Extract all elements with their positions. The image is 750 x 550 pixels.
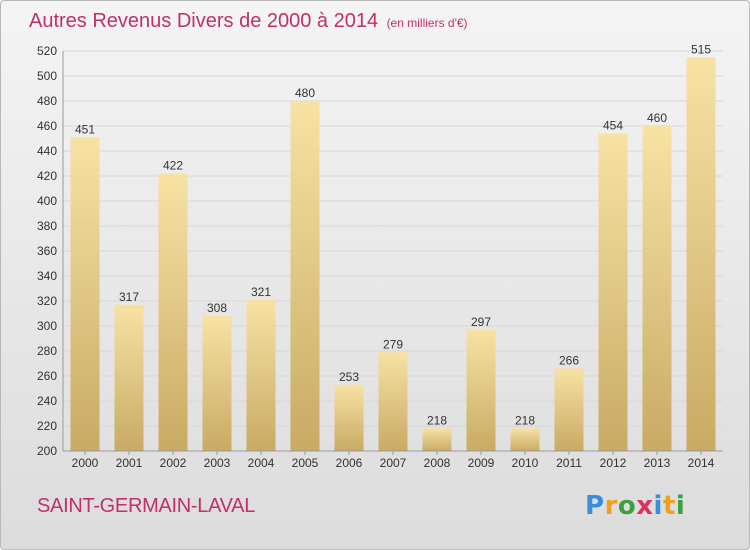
x-tick-label: 2006 xyxy=(336,456,363,470)
brand-letter: i xyxy=(653,491,663,521)
bar xyxy=(466,329,496,451)
brand-letter: P xyxy=(585,491,605,521)
bar xyxy=(510,428,540,451)
x-tick-label: 2005 xyxy=(292,456,319,470)
chart-title: Autres Revenus Divers de 2000 à 2014 (en… xyxy=(29,10,468,33)
x-tick-label: 2004 xyxy=(248,456,275,470)
commune-name: SAINT-GERMAIN-LAVAL xyxy=(37,495,256,517)
y-tick-label: 340 xyxy=(37,269,57,283)
bar xyxy=(334,384,364,451)
x-tick-label: 2002 xyxy=(160,456,187,470)
bar xyxy=(290,101,320,451)
y-tick-label: 520 xyxy=(37,44,57,58)
bar-value-label: 321 xyxy=(251,285,271,299)
x-tick-label: 2007 xyxy=(380,456,407,470)
y-tick-label: 380 xyxy=(37,219,57,233)
y-tick-label: 360 xyxy=(37,244,57,258)
x-tick-label: 2000 xyxy=(72,456,99,470)
y-tick-label: 260 xyxy=(37,369,57,383)
x-tick-label: 2001 xyxy=(116,456,143,470)
y-tick-label: 280 xyxy=(37,344,57,358)
brand-letter: r xyxy=(604,491,618,521)
bar-value-label: 515 xyxy=(691,42,711,56)
bar-value-label: 218 xyxy=(515,414,535,428)
bar xyxy=(158,173,188,451)
x-tick-label: 2012 xyxy=(600,456,627,470)
bar xyxy=(378,352,408,451)
bar-value-label: 460 xyxy=(647,111,667,125)
bar xyxy=(554,368,584,451)
y-tick-label: 400 xyxy=(37,194,57,208)
chart-title-main: Autres Revenus Divers de 2000 à 2014 xyxy=(29,10,379,32)
y-tick-label: 420 xyxy=(37,169,57,183)
bar xyxy=(246,299,276,451)
bar xyxy=(598,133,628,451)
bar-value-label: 253 xyxy=(339,370,359,384)
y-tick-label: 480 xyxy=(37,94,57,108)
bar-value-label: 480 xyxy=(295,86,315,100)
y-tick-label: 240 xyxy=(37,394,57,408)
bar-value-label: 451 xyxy=(75,122,95,136)
axes: 200 220 240 260 280 300 320 340 360 380 400 420 440 4… xyxy=(37,44,723,470)
proxiti-logo: Proxiti xyxy=(585,491,685,521)
y-tick-label: 440 xyxy=(37,144,57,158)
brand-letter: t xyxy=(662,491,676,521)
bar-value-label: 454 xyxy=(603,119,623,133)
y-tick-label: 300 xyxy=(37,319,57,333)
bar xyxy=(686,57,716,451)
bar xyxy=(114,304,144,451)
bars: 451 317 422 308 321 480 253 279 218 297 218 266 454 4… xyxy=(70,42,716,451)
x-tick-label: 2013 xyxy=(644,456,671,470)
bar xyxy=(422,428,452,451)
bar-value-label: 297 xyxy=(471,315,491,329)
bar-value-label: 422 xyxy=(163,159,183,173)
y-tick-label: 200 xyxy=(37,444,57,458)
x-tick-label: 2008 xyxy=(424,456,451,470)
bar xyxy=(642,126,672,451)
x-tick-label: 2003 xyxy=(204,456,231,470)
y-tick-label: 320 xyxy=(37,294,57,308)
brand-letter: i xyxy=(675,491,686,521)
bar-value-label: 279 xyxy=(383,337,403,351)
brand-letter: o xyxy=(617,491,637,521)
bar-value-label: 308 xyxy=(207,301,227,315)
x-tick-label: 2011 xyxy=(556,456,582,470)
y-tick-label: 460 xyxy=(37,119,57,133)
x-tick-label: 2009 xyxy=(468,456,495,470)
bar-value-label: 317 xyxy=(119,290,139,304)
chart-title-unit: (en milliers d'€) xyxy=(386,16,468,30)
x-tick-label: 2010 xyxy=(512,456,539,470)
bar xyxy=(202,316,232,451)
y-tick-label: 500 xyxy=(37,69,57,83)
bar-value-label: 218 xyxy=(427,414,447,428)
bar xyxy=(70,137,100,451)
x-tick-label: 2014 xyxy=(688,456,715,470)
bar-value-label: 266 xyxy=(559,354,579,368)
brand-letter: x xyxy=(636,491,654,521)
y-tick-label: 220 xyxy=(37,419,57,433)
